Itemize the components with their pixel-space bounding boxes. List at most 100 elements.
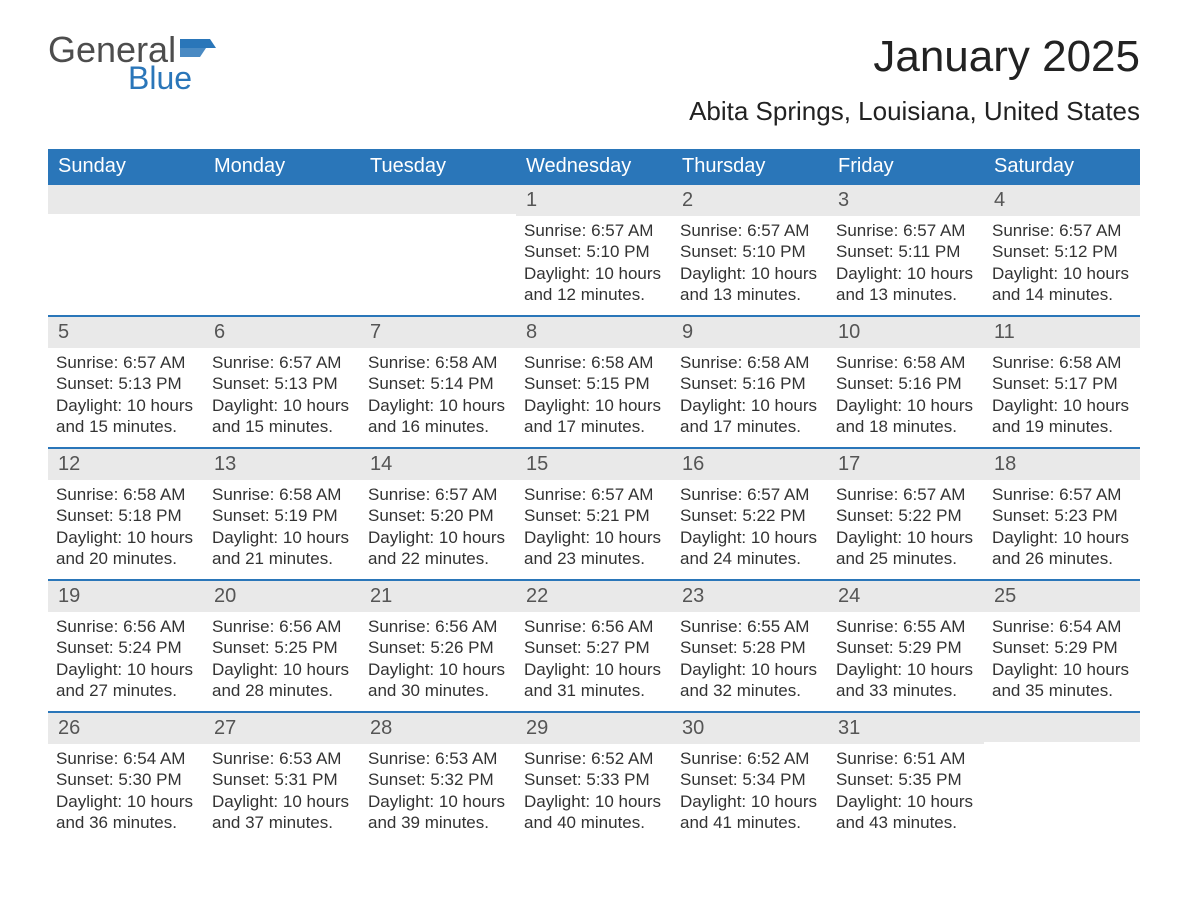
day-cell: 3 Sunrise: 6:57 AMSunset: 5:11 PMDaylight… (828, 185, 984, 315)
day-cell: 23Sunrise: 6:55 AMSunset: 5:28 PMDayligh… (672, 581, 828, 711)
sunrise-line: Sunrise: 6:57 AM (56, 352, 196, 373)
sunrise-line: Sunrise: 6:58 AM (56, 484, 196, 505)
sunset-line: Sunset: 5:16 PM (680, 373, 820, 394)
daylight-line: Daylight: 10 hours and 23 minutes. (524, 527, 664, 570)
weekday-header: Thursday (672, 149, 828, 185)
weekday-header: Saturday (984, 149, 1140, 185)
day-number: 9 (672, 317, 828, 348)
day-cell: 4Sunrise: 6:57 AMSunset: 5:12 PMDaylight… (984, 185, 1140, 315)
sunset-line: Sunset: 5:34 PM (680, 769, 820, 790)
daylight-line: Daylight: 10 hours and 39 minutes. (368, 791, 508, 834)
day-number: 8 (516, 317, 672, 348)
day-cell: 9Sunrise: 6:58 AMSunset: 5:16 PMDaylight… (672, 317, 828, 447)
daylight-line: Daylight: 10 hours and 36 minutes. (56, 791, 196, 834)
sunset-line: Sunset: 5:22 PM (836, 505, 976, 526)
daylight-line: Daylight: 10 hours and 13 minutes. (680, 263, 820, 306)
daylight-line: Daylight: 10 hours and 15 minutes. (212, 395, 352, 438)
sunset-line: Sunset: 5:24 PM (56, 637, 196, 658)
daylight-line: Daylight: 10 hours and 27 minutes. (56, 659, 196, 702)
day-cell: 29Sunrise: 6:52 AMSunset: 5:33 PMDayligh… (516, 713, 672, 843)
day-number: 28 (360, 713, 516, 744)
brand-logo: General Blue (48, 32, 216, 94)
sunset-line: Sunset: 5:28 PM (680, 637, 820, 658)
day-number: 24 (828, 581, 984, 612)
day-cell: 22Sunrise: 6:56 AMSunset: 5:27 PMDayligh… (516, 581, 672, 711)
day-number: 22 (516, 581, 672, 612)
daylight-line: Daylight: 10 hours and 13 minutes. (836, 263, 976, 306)
location: Abita Springs, Louisiana, United States (689, 96, 1140, 127)
daylight-line: Daylight: 10 hours and 21 minutes. (212, 527, 352, 570)
sunrise-line: Sunrise: 6:58 AM (368, 352, 508, 373)
day-number: 29 (516, 713, 672, 744)
sunrise-line: Sunrise: 6:56 AM (212, 616, 352, 637)
sunset-line: Sunset: 5:15 PM (524, 373, 664, 394)
sunset-line: Sunset: 5:33 PM (524, 769, 664, 790)
daylight-line: Daylight: 10 hours and 43 minutes. (836, 791, 976, 834)
day-cell: 7 Sunrise: 6:58 AMSunset: 5:14 PMDaylight… (360, 317, 516, 447)
sunrise-line: Sunrise: 6:57 AM (524, 484, 664, 505)
sunrise-line: Sunrise: 6:51 AM (836, 748, 976, 769)
day-number: 17 (828, 449, 984, 480)
day-number: 4 (984, 185, 1140, 216)
day-number: 10 (828, 317, 984, 348)
empty-day-bar (360, 185, 516, 214)
daylight-line: Daylight: 10 hours and 22 minutes. (368, 527, 508, 570)
day-cell: 26 Sunrise: 6:54 AMSunset: 5:30 PMDayligh… (48, 713, 204, 843)
week-row: 12Sunrise: 6:58 AMSunset: 5:18 PMDayligh… (48, 447, 1140, 579)
day-cell: 5Sunrise: 6:57 AMSunset: 5:13 PMDaylight… (48, 317, 204, 447)
daylight-line: Daylight: 10 hours and 32 minutes. (680, 659, 820, 702)
sunrise-line: Sunrise: 6:53 AM (368, 748, 508, 769)
day-cell: 24Sunrise: 6:55 AMSunset: 5:29 PMDayligh… (828, 581, 984, 711)
day-number: 23 (672, 581, 828, 612)
day-number: 11 (984, 317, 1140, 348)
sunrise-line: Sunrise: 6:54 AM (992, 616, 1132, 637)
day-number: 21 (360, 581, 516, 612)
daylight-line: Daylight: 10 hours and 19 minutes. (992, 395, 1132, 438)
day-number: 31 (828, 713, 984, 744)
sunset-line: Sunset: 5:17 PM (992, 373, 1132, 394)
day-cell: 27Sunrise: 6:53 AMSunset: 5:31 PMDayligh… (204, 713, 360, 843)
sunrise-line: Sunrise: 6:56 AM (56, 616, 196, 637)
sunset-line: Sunset: 5:10 PM (680, 241, 820, 262)
sunset-line: Sunset: 5:32 PM (368, 769, 508, 790)
day-number: 3 (828, 185, 984, 216)
sunset-line: Sunset: 5:10 PM (524, 241, 664, 262)
day-cell (984, 713, 1140, 843)
daylight-line: Daylight: 10 hours and 37 minutes. (212, 791, 352, 834)
sunset-line: Sunset: 5:27 PM (524, 637, 664, 658)
day-cell: 17Sunrise: 6:57 AMSunset: 5:22 PMDayligh… (828, 449, 984, 579)
day-cell: 28 Sunrise: 6:53 AMSunset: 5:32 PMDayligh… (360, 713, 516, 843)
daylight-line: Daylight: 10 hours and 31 minutes. (524, 659, 664, 702)
sunset-line: Sunset: 5:23 PM (992, 505, 1132, 526)
sunrise-line: Sunrise: 6:55 AM (836, 616, 976, 637)
day-cell: 18Sunrise: 6:57 AMSunset: 5:23 PMDayligh… (984, 449, 1140, 579)
weekday-header: Tuesday (360, 149, 516, 185)
day-number: 1 (516, 185, 672, 216)
calendar-page: General Blue January 2025 Abita Springs,… (0, 0, 1188, 883)
sunrise-line: Sunrise: 6:52 AM (524, 748, 664, 769)
calendar-grid: SundayMondayTuesdayWednesdayThursdayFrid… (48, 149, 1140, 843)
sunset-line: Sunset: 5:18 PM (56, 505, 196, 526)
sunrise-line: Sunrise: 6:58 AM (992, 352, 1132, 373)
sunset-line: Sunset: 5:25 PM (212, 637, 352, 658)
sunset-line: Sunset: 5:14 PM (368, 373, 508, 394)
month-title: January 2025 (689, 32, 1140, 82)
sunset-line: Sunset: 5:29 PM (836, 637, 976, 658)
sunset-line: Sunset: 5:30 PM (56, 769, 196, 790)
daylight-line: Daylight: 10 hours and 20 minutes. (56, 527, 196, 570)
day-number: 7 (360, 317, 516, 348)
sunset-line: Sunset: 5:11 PM (836, 241, 976, 262)
empty-day-bar (204, 185, 360, 214)
day-cell: 30Sunrise: 6:52 AMSunset: 5:34 PMDayligh… (672, 713, 828, 843)
sunrise-line: Sunrise: 6:57 AM (524, 220, 664, 241)
sunrise-line: Sunrise: 6:54 AM (56, 748, 196, 769)
daylight-line: Daylight: 10 hours and 16 minutes. (368, 395, 508, 438)
day-number: 12 (48, 449, 204, 480)
day-cell: 16Sunrise: 6:57 AMSunset: 5:22 PMDayligh… (672, 449, 828, 579)
day-cell: 10Sunrise: 6:58 AMSunset: 5:16 PMDayligh… (828, 317, 984, 447)
sunrise-line: Sunrise: 6:57 AM (836, 220, 976, 241)
day-cell: 14Sunrise: 6:57 AMSunset: 5:20 PMDayligh… (360, 449, 516, 579)
day-number: 26 (48, 713, 204, 744)
sunrise-line: Sunrise: 6:57 AM (836, 484, 976, 505)
day-number: 25 (984, 581, 1140, 612)
